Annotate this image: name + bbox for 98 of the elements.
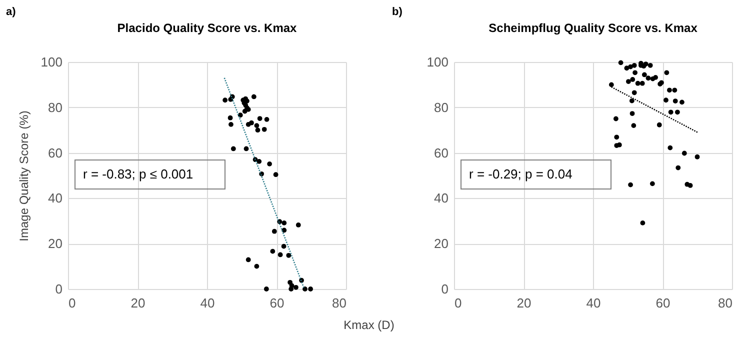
point [646,76,651,81]
point [282,220,287,226]
point [614,134,620,140]
point [281,244,286,249]
text: b) [392,6,403,18]
point [278,252,283,258]
point [680,100,684,105]
point [294,284,298,290]
point [656,122,662,128]
x-tick-label: 80 [332,296,346,310]
annotation: r = -0.29; p = 0.04 [469,166,572,182]
point [631,123,636,128]
point [628,182,633,188]
x-axis-title: Kmax (D) [344,318,394,332]
point [257,116,262,121]
point [688,183,693,188]
y-tick-label: 80 [434,100,448,115]
point [255,128,260,133]
point [674,110,680,115]
point [626,79,631,84]
point [628,64,633,70]
point [642,72,647,78]
point [635,80,640,86]
x-tick-label: 80 [718,296,732,310]
point [668,110,674,115]
point [222,98,228,103]
point [694,154,700,160]
y-tick-label: 0 [55,282,62,296]
y-tick-label: 100 [426,54,448,70]
point [228,122,234,127]
point [648,62,653,68]
text: a) [6,6,16,18]
point [618,60,624,66]
x-tick-label: 0 [454,296,462,310]
point [246,257,251,262]
point [630,111,635,116]
y-tick-label: 20 [48,236,62,252]
point [641,64,646,69]
point [302,286,308,292]
x-tick-label: 20 [516,296,532,310]
point [632,90,637,96]
x-tick-label: 40 [586,296,601,310]
x-tick-label: 0 [68,296,76,310]
y-tick-label: 40 [434,190,448,206]
point [668,145,673,150]
point [664,98,668,103]
point [256,158,262,164]
point [613,116,618,122]
point [640,80,645,86]
y-tick-label: 60 [48,145,62,160]
x-tick-label: 60 [656,296,670,310]
point [282,228,287,233]
annotation: r = -0.83; p ≤ 0.001 [83,166,194,182]
point [632,62,637,68]
y-tick-label: 40 [48,190,62,206]
x-tick-label: 40 [200,296,215,310]
point [264,286,269,292]
point [264,116,270,122]
point [616,142,622,148]
y-axis-title: Image Quality Score (%) [16,110,31,242]
point [230,146,236,152]
point [672,98,678,104]
y-tick-label: 0 [441,282,448,296]
point [632,70,638,76]
point [296,222,301,228]
point [251,94,256,100]
point [254,264,260,269]
y-tick-label: 100 [40,54,62,70]
y-tick-label: 20 [434,236,448,252]
x-tick-label: 60 [270,296,284,310]
point [650,181,655,186]
point [249,120,254,126]
point [672,88,678,93]
x-tick-label: 20 [130,296,146,310]
point [608,82,614,88]
chart-title: Scheimpflug Quality Score vs. Kmax [488,21,698,35]
point [640,220,646,226]
point [664,70,670,76]
point [676,165,681,170]
point [272,228,277,234]
point [273,172,278,178]
point [682,150,687,156]
point [270,248,276,254]
point [254,123,260,128]
point [244,146,249,152]
point [667,88,672,93]
chart-title: Placido Quality Score vs. Kmax [117,21,298,35]
point [308,286,314,292]
y-tick-label: 80 [48,100,62,115]
point [629,98,634,104]
point [653,74,658,80]
point [630,77,636,82]
point [267,161,272,166]
point [228,115,233,120]
point [288,286,294,292]
y-tick-label: 60 [434,145,448,160]
point [262,126,267,132]
point [286,252,292,258]
